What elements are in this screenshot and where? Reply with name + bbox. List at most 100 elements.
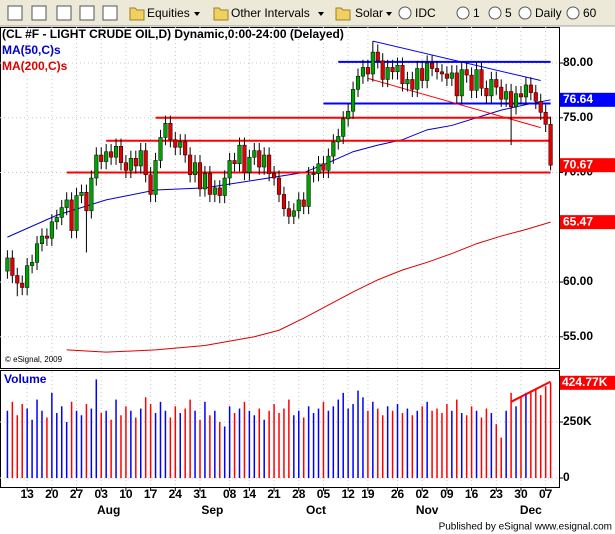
- candle-body: [405, 79, 410, 85]
- ma-line: [7, 99, 551, 238]
- x-tick-label: 26: [391, 487, 405, 501]
- candle-body: [390, 67, 395, 73]
- y-tick-label: 0: [563, 470, 570, 484]
- radio-icon: [518, 6, 532, 20]
- volume-bar: [401, 413, 404, 479]
- icon-button[interactable]: [7, 5, 23, 21]
- volume-bar: [144, 397, 147, 479]
- candle-body: [138, 150, 143, 167]
- radio-icon: [566, 6, 580, 20]
- candle-body: [370, 51, 375, 75]
- x-tick-label: 23: [490, 487, 504, 501]
- volume-bar: [65, 421, 68, 479]
- volume-bar: [446, 404, 448, 479]
- candle-body: [469, 74, 474, 91]
- volume-bar: [485, 408, 488, 479]
- candle-body: [415, 68, 420, 90]
- volume-bar: [460, 413, 463, 479]
- icon-button[interactable]: [56, 5, 72, 21]
- volume-bar: [268, 410, 270, 479]
- volume-bar: [70, 401, 73, 479]
- candle-body: [247, 156, 252, 173]
- x-tick-label: 20: [45, 487, 59, 501]
- volume-label-box: [560, 375, 615, 390]
- candle-body: [444, 73, 449, 79]
- chart-title: (CL #F - LIGHT CRUDE OIL,D) Dynamic,0:00…: [2, 27, 344, 41]
- candle-body: [355, 75, 361, 90]
- x-tick-label: 28: [292, 487, 306, 501]
- volume-bar: [332, 406, 335, 479]
- radio-icon: [398, 6, 412, 20]
- volume-bar: [223, 426, 226, 479]
- candle-body: [54, 217, 59, 223]
- candle-body: [499, 86, 504, 100]
- y-tick-label: 75.00: [563, 110, 593, 124]
- volume-bar: [302, 417, 305, 479]
- candle-body: [237, 144, 242, 165]
- x-tick-label: 09: [440, 487, 454, 501]
- toolbar: Equities Other Intervals Solar IDC 1 5 D…: [0, 0, 615, 27]
- volume-bar: [347, 408, 349, 479]
- candle-body: [158, 137, 163, 161]
- candle-body: [188, 154, 193, 175]
- candle-body: [548, 124, 553, 166]
- folder-icon: [335, 7, 351, 21]
- toolbar-item[interactable]: 5: [505, 6, 512, 20]
- toolbar-item[interactable]: Other Intervals: [231, 6, 310, 20]
- candle-body: [459, 69, 464, 97]
- volume-bar: [367, 410, 369, 479]
- volume-bar: [436, 408, 438, 479]
- volume-bar: [199, 419, 201, 479]
- candle-body: [301, 199, 306, 207]
- toolbar-item[interactable]: Daily: [535, 6, 562, 20]
- candle-body: [533, 92, 538, 102]
- candle-body: [341, 118, 346, 137]
- volume-bar: [431, 410, 433, 479]
- x-tick-label: 13: [20, 487, 34, 501]
- candle-body: [385, 67, 390, 80]
- icon-button[interactable]: [102, 5, 118, 21]
- toolbar-item[interactable]: Solar: [355, 6, 383, 20]
- volume-bar: [322, 401, 325, 479]
- legend-entry: MA(50,C)s: [2, 43, 61, 57]
- volume-bar: [288, 399, 290, 479]
- icon-button[interactable]: [79, 5, 95, 21]
- volume-bar: [154, 413, 157, 479]
- candle-body: [494, 79, 499, 88]
- candle-body: [504, 91, 509, 100]
- volume-bar: [406, 408, 409, 479]
- candle-body: [281, 194, 286, 209]
- candle-body: [25, 265, 30, 288]
- candle-body: [430, 62, 435, 69]
- volume-bar: [381, 415, 384, 479]
- candle-body: [84, 191, 89, 212]
- volume-bar: [441, 413, 443, 479]
- candle-body: [286, 208, 291, 217]
- volume-bar: [184, 408, 186, 479]
- toolbar-item[interactable]: 60: [583, 6, 597, 20]
- volume-bar: [31, 419, 33, 479]
- volume-bar: [6, 410, 9, 479]
- candle-body: [133, 158, 138, 167]
- toolbar-item[interactable]: Equities: [147, 6, 190, 20]
- candle-body: [34, 243, 40, 263]
- icon-button[interactable]: [31, 5, 47, 21]
- volume-bar: [549, 382, 552, 479]
- candle-body: [454, 72, 459, 97]
- candle-body: [148, 174, 153, 195]
- volume-bar: [248, 410, 251, 479]
- volume-bar: [36, 399, 38, 479]
- volume-bar: [520, 397, 522, 479]
- candle-body: [331, 141, 336, 157]
- plot: 13 20 27 03 10 17 24 31 08 14 21 28 05 12 19 26 02 09 16 23…: [0, 27, 615, 517]
- candle-body: [143, 150, 148, 175]
- volume-bar: [243, 401, 246, 479]
- volume-bar: [372, 401, 374, 479]
- month-label: Aug: [97, 503, 120, 517]
- toolbar-item[interactable]: 1: [473, 6, 480, 20]
- toolbar-item[interactable]: IDC: [415, 6, 436, 20]
- candle-body: [59, 207, 64, 218]
- volume-bar: [204, 401, 206, 479]
- volume-bar: [169, 417, 172, 479]
- volume-bar: [125, 406, 127, 479]
